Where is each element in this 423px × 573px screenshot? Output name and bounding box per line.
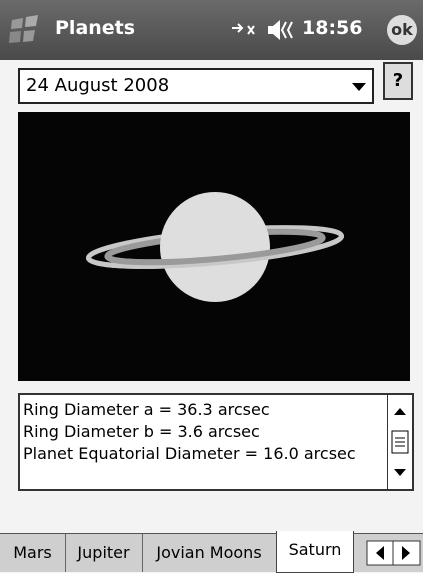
status-icons bbox=[228, 16, 298, 44]
dropdown-arrow bbox=[352, 82, 366, 92]
scrollbar[interactable] bbox=[387, 395, 412, 489]
app-title: Planets bbox=[55, 17, 135, 39]
tab-selected[interactable]: Saturn bbox=[276, 531, 354, 573]
date-text: 24 August 2008 bbox=[20, 75, 169, 96]
help-button[interactable]: ? bbox=[383, 62, 413, 100]
ok-button[interactable]: ok bbox=[387, 15, 417, 45]
tab[interactable]: Jovian Moons bbox=[142, 534, 277, 572]
planet-view bbox=[18, 112, 410, 381]
info-line: Ring Diameter b = 3.6 arcsec bbox=[20, 421, 412, 443]
info-line: Planet Equatorial Diameter = 16.0 arcsec bbox=[20, 443, 412, 465]
info-line: Ring Diameter a = 36.3 arcsec bbox=[20, 399, 412, 421]
tab-scroll-buttons[interactable] bbox=[366, 540, 422, 566]
saturn-image bbox=[18, 112, 410, 381]
tab-bar: Mars Jupiter Jovian Moons Saturn bbox=[0, 533, 423, 572]
title-bar: Planets 18:56 ok bbox=[0, 0, 423, 60]
tab[interactable]: Mars bbox=[0, 534, 66, 572]
screen: {"statusbar": {"title": "Planets", "time… bbox=[0, 0, 423, 571]
date-dropdown[interactable]: 24 August 2008 bbox=[18, 68, 374, 104]
tab[interactable]: Jupiter bbox=[65, 534, 143, 572]
info-box: Ring Diameter a = 36.3 arcsec Ring Diame… bbox=[18, 393, 414, 491]
start-logo[interactable] bbox=[8, 14, 42, 46]
clock: 18:56 bbox=[302, 17, 362, 39]
